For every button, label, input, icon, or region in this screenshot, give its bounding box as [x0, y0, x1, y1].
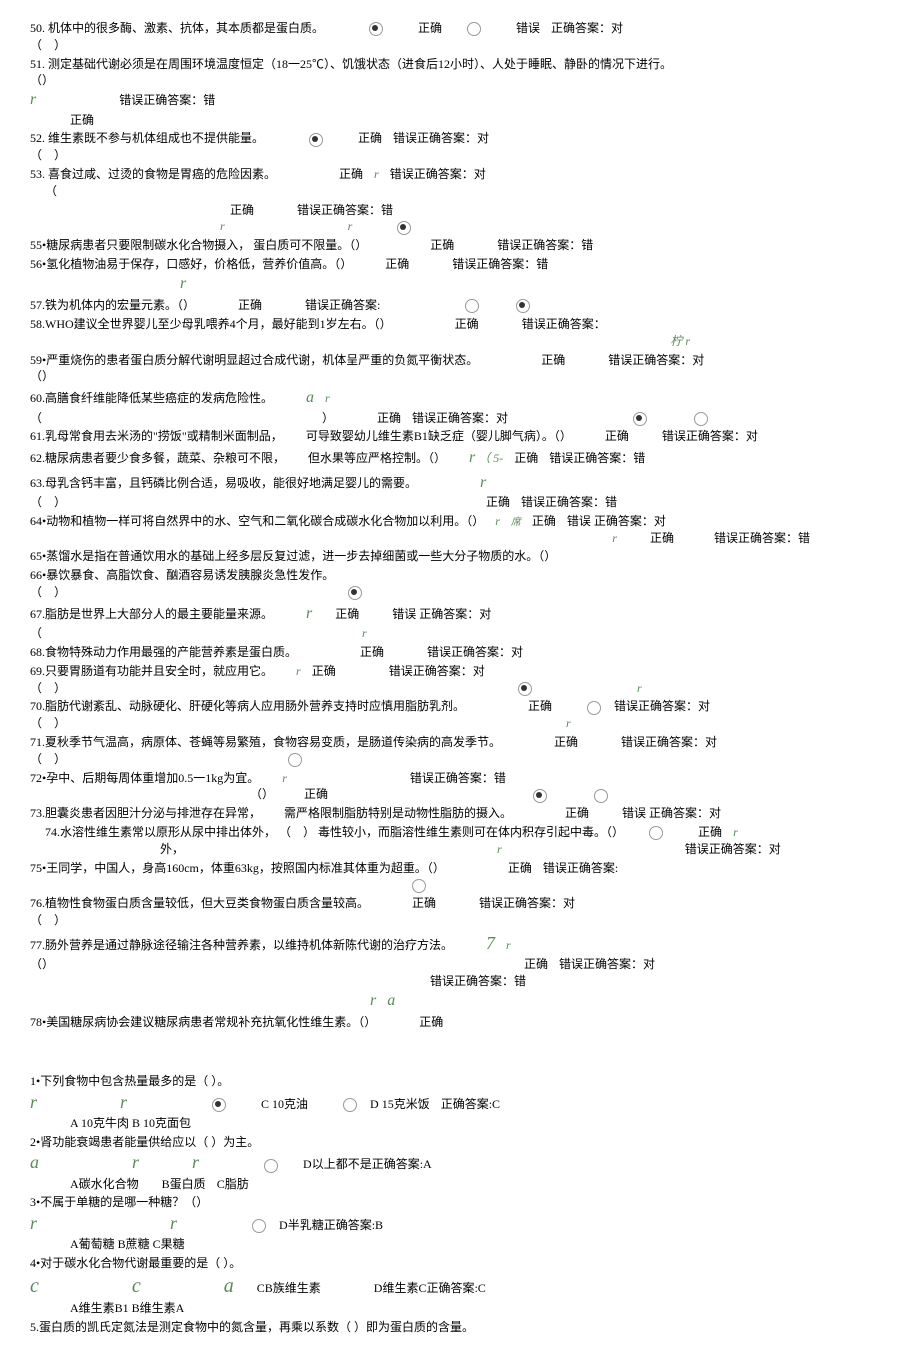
question-61: 61.乳母常食用去米汤的"捞饭"或精制米面制品， 可导致婴幼儿维生素B1缺乏症（…: [30, 428, 890, 445]
radio-icon[interactable]: [649, 826, 663, 840]
question-76: 76.植物性食物蛋白质含量较低，但大豆类食物蛋白质含量较高。 正确 错误正确答案…: [30, 895, 890, 929]
radio-icon[interactable]: [212, 1098, 226, 1112]
radio-icon[interactable]: [587, 701, 601, 715]
question-55: 55•糖尿病患者只要限制碳水化合物摄入， 蛋白质可不限量。（） 正确 错误正确答…: [30, 237, 890, 254]
radio-icon[interactable]: [264, 1159, 278, 1173]
radio-icon[interactable]: [465, 299, 479, 313]
radio-icon[interactable]: [594, 789, 608, 803]
question-54: 正确 错误正确答案：错 r r: [30, 202, 890, 236]
question-51: 51. 测定基础代谢必须是在周围环境温度恒定（18一25℃）、饥饿状态（进食后1…: [30, 56, 890, 129]
radio-icon[interactable]: [252, 1219, 266, 1233]
mc-question-3: 3•不属于单糖的是哪一种糖？（） r r D半乳糖正确答案:B A葡萄糖 B蔗糖…: [30, 1194, 890, 1253]
question-73: 73.胆囊炎患者因胆汁分泌与排泄存在异常， 需严格限制脂肪特别是动物性脂肪的摄入…: [30, 805, 890, 822]
question-75: 75•王同学，中国人，身高160cm，体重63kg，按照国内标准其体重为超重。（…: [30, 860, 890, 894]
question-67: 67.脂肪是世界上大部分人的最主要能量来源。 r 正确 错误 正确答案：对 （r: [30, 603, 890, 642]
question-56: 56•氢化植物油易于保存，口感好，价格低，营养价值高。（） 正确 错误正确答案：…: [30, 256, 890, 295]
q-text: 50: [30, 21, 42, 35]
question-63: 63.母乳含钙丰富，且钙磷比例合适，易吸收，能很好地满足婴儿的需要。 r （ ）…: [30, 472, 890, 511]
question-59: 59•严重烧伤的患者蛋白质分解代谢明显超过合成代谢，机体呈严重的负氮平衡状态。 …: [30, 352, 890, 386]
radio-wrong[interactable]: [467, 22, 481, 36]
question-78: 78•美国糖尿病协会建议糖尿病患者常规补充抗氧化性维生素。（） 正确: [30, 1014, 890, 1031]
radio-icon[interactable]: [412, 879, 426, 893]
question-74: 74.水溶性维生素常以原形从尿中排出体外， （ ） 毒性较小，而脂溶性维生素则可…: [30, 824, 890, 858]
mc-question-1: 1•下列食物中包含热量最多的是（ ）。 r r C 10克油 D 15克米饭 正…: [30, 1073, 890, 1132]
question-69: 69.只要胃肠道有功能并且安全时，就应用它。 r 正确 错误正确答案：对 （ ）…: [30, 663, 890, 697]
question-77: 77.肠外营养是通过静脉途径输注各种营养素，以维持机体新陈代谢的治疗方法。 7 …: [30, 931, 890, 1012]
paren: （ ）: [30, 37, 890, 54]
radio-icon[interactable]: [694, 412, 708, 426]
mc-question-5: 5.蛋白质的凯氏定氮法是测定食物中的氮含量，再乘以系数（ ）即为蛋白质的含量。: [30, 1319, 890, 1336]
question-53: 53. 喜食过咸、过烫的食物是胃癌的危险因素。 正确 r 错误正确答案：对 （: [30, 166, 890, 200]
question-58: 58.WHO建议全世界婴儿至少母乳喂养4个月，最好能到1岁左右。（） 正确 错误…: [30, 316, 890, 350]
radio-icon[interactable]: [533, 789, 547, 803]
question-72: 72•孕中、后期每周体重增加0.5一1kg为宜。 r 错误正确答案：错 （）正确: [30, 770, 890, 804]
radio-icon[interactable]: [309, 133, 323, 147]
mc-question-4: 4•对于碳水化合物代谢最重要的是（ ）。 c c a CB族维生素 D维生素C正…: [30, 1255, 890, 1317]
question-50: 50. 机体中的很多酶、激素、抗体，其本质都是蛋白质。 正确 错误 正确答案：对…: [30, 20, 890, 54]
radio-icon[interactable]: [397, 221, 411, 235]
question-65: 65•蒸馏水是指在普通饮用水的基础上经多层反复过滤，进一步去掉细菌或一些大分子物…: [30, 548, 890, 565]
question-66: 66•暴饮暴食、高脂饮食、酗酒容易诱发胰腺炎急性发作。 （ ）: [30, 567, 890, 601]
question-71: 71.夏秋季节气温高，病原体、苍蝇等易繁殖，食物容易变质，是肠道传染病的高发季节…: [30, 734, 890, 768]
radio-icon[interactable]: [348, 586, 362, 600]
mc-question-2: 2•肾功能衰竭患者能量供给应以（ ）为主。 a r r D以上都不是正确答案:A…: [30, 1134, 890, 1193]
question-62: 62.糖尿病患者要少食多餐，蔬菜、杂粮可不限， 但水果等应严格控制。（） r （…: [30, 447, 890, 469]
radio-icon[interactable]: [343, 1098, 357, 1112]
radio-icon[interactable]: [518, 682, 532, 696]
radio-icon[interactable]: [633, 412, 647, 426]
question-64: 64•动物和植物一样可将自然界中的水、空气和二氧化碳合成碳水化合物加以利用。（）…: [30, 513, 890, 547]
question-68: 68.食物特殊动力作用最强的产能营养素是蛋白质。 正确 错误正确答案：对: [30, 644, 890, 661]
radio-icon[interactable]: [288, 753, 302, 767]
question-52: 52. 维生素既不参与机体组成也不提供能量。 正确 错误正确答案：对 （ ）: [30, 130, 890, 164]
radio-icon[interactable]: [516, 299, 530, 313]
question-70: 70.脂肪代谢紊乱、动脉硬化、肝硬化等病人应用肠外营养支持时应慎用脂肪乳剂。 正…: [30, 698, 890, 732]
question-57: 57.铁为机体内的宏量元素。（） 正确 错误正确答案:: [30, 297, 890, 314]
question-60: 60.高膳食纤维能降低某些癌症的发病危险性。 a r （） 正确 错误正确答案：…: [30, 387, 890, 426]
radio-correct[interactable]: [369, 22, 383, 36]
